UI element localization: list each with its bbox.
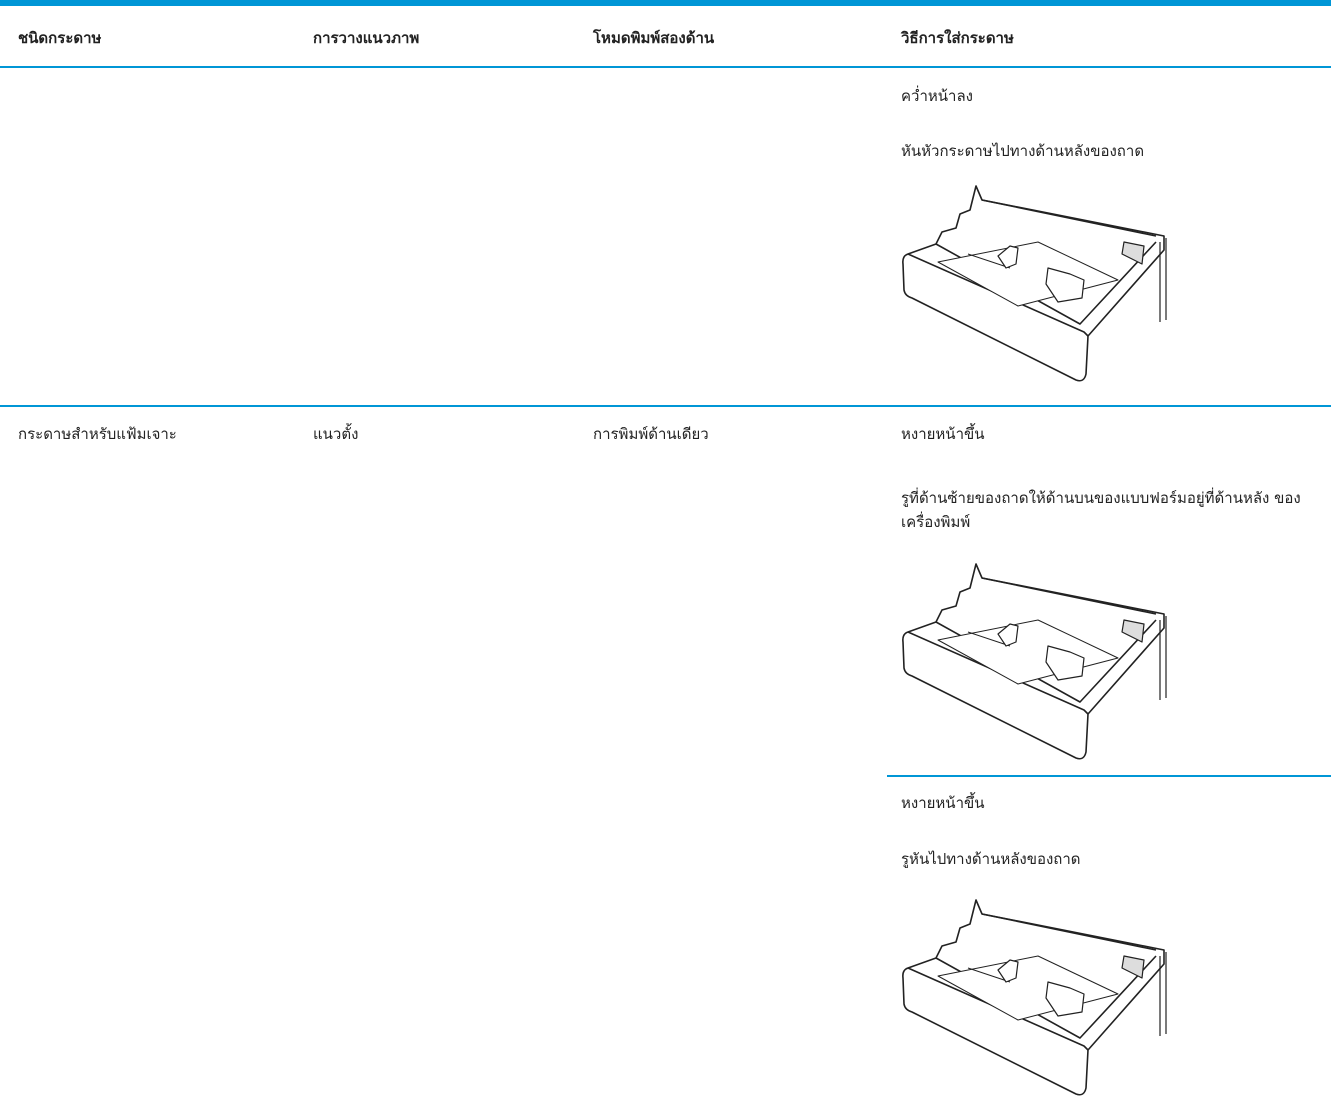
load-orientation: หงายหน้าขึ้น: [901, 794, 985, 812]
header-rule: [0, 66, 1331, 68]
load-direction: รูที่ด้านซ้ายของถาดให้ด้านบนของแบบฟอร์มอ…: [901, 489, 1301, 531]
column-header: การวางแนวภาพ: [313, 29, 420, 47]
sub-row-rule: [887, 775, 1331, 777]
load-orientation: คว่ำหน้าลง: [901, 87, 973, 105]
tray-illustration: [898, 562, 1178, 767]
load-direction: หันหัวกระดาษไปทางด้านหลังของถาด: [901, 142, 1145, 160]
load-orientation: หงายหน้าขึ้น: [901, 425, 985, 443]
tray-illustration: [898, 184, 1178, 389]
column-header: วิธีการใส่กระดาษ: [901, 29, 1014, 47]
row-rule: [0, 405, 1331, 407]
paper-type: กระดาษสำหรับแฟ้มเจาะ: [18, 425, 177, 443]
load-direction: รูหันไปทางด้านหลังของถาด: [901, 850, 1081, 868]
tray-illustration: [898, 898, 1178, 1103]
column-header: โหมดพิมพ์สองด้าน: [593, 29, 715, 47]
duplex-mode: การพิมพ์ด้านเดียว: [593, 425, 709, 443]
column-header: ชนิดกระดาษ: [18, 29, 102, 47]
image-orientation: แนวตั้ง: [313, 425, 359, 443]
top-rule: [0, 0, 1331, 6]
